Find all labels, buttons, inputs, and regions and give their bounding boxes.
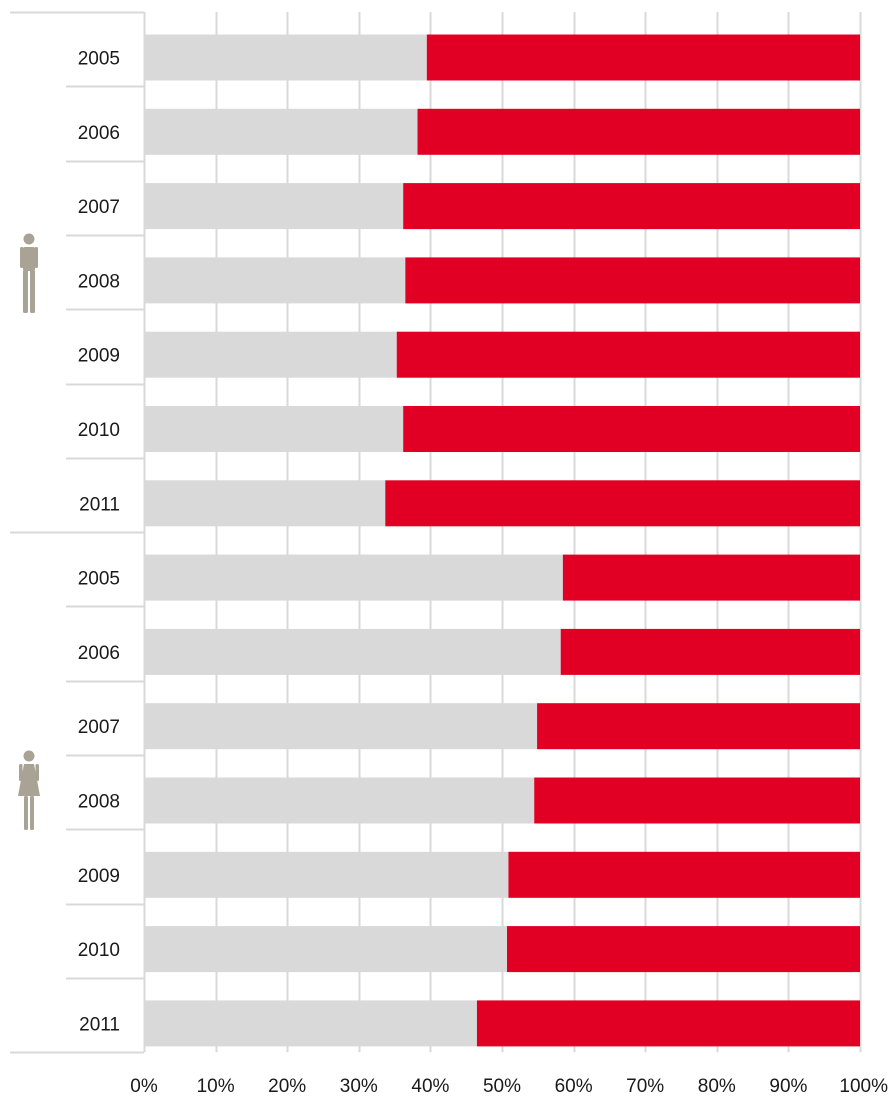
category-label: 2008 [78, 271, 120, 292]
bar-segment-grey [144, 480, 386, 527]
bar-segment-red [396, 331, 860, 378]
bar-segment-red [403, 183, 860, 230]
x-tick-label: 90% [769, 1076, 807, 1097]
bar-segment-grey [144, 1000, 477, 1047]
x-tick-label: 70% [626, 1076, 664, 1097]
category-label: 2011 [79, 494, 120, 515]
category-label: 2007 [78, 197, 120, 218]
bar-segment-grey [144, 406, 404, 452]
x-tick-label: 80% [698, 1076, 736, 1097]
category-label: 2008 [78, 792, 120, 813]
bar-segment-red [385, 480, 860, 527]
bar-segment-grey [144, 554, 563, 601]
bar-segment-grey [144, 257, 406, 304]
bar-segment-red [507, 926, 860, 973]
bars [144, 34, 860, 1047]
bar-segment-red [403, 406, 860, 452]
bar-segment-grey [144, 628, 561, 675]
category-label: 2010 [78, 940, 120, 961]
category-label: 2009 [78, 346, 120, 367]
x-tick-label: 20% [268, 1076, 306, 1097]
x-tick-label: 0% [130, 1076, 158, 1097]
category-label: 2009 [78, 866, 120, 887]
bar-segment-grey [144, 851, 509, 898]
bar-segment-red [476, 1000, 860, 1047]
bar-segment-red [508, 851, 860, 898]
man-icon [20, 233, 38, 313]
bar-segment-red [560, 628, 860, 675]
woman-icon [18, 750, 40, 830]
category-label: 2005 [78, 569, 120, 590]
x-tick-label: 60% [555, 1076, 593, 1097]
bar-segment-red [562, 554, 860, 601]
category-label: 2005 [78, 49, 120, 70]
bar-segment-red [417, 108, 860, 155]
category-label: 2010 [78, 420, 120, 441]
bar-segment-red [534, 777, 860, 824]
category-label: 2007 [78, 717, 120, 738]
bar-segment-grey [144, 926, 508, 973]
bar-segment-red [405, 257, 860, 304]
bar-segment-grey [144, 34, 427, 81]
bar-segment-red [537, 703, 860, 750]
x-axis-tick-labels: 0% 10% 20% 30% 40% 50% 60% 70% 80% 90% 100% [130, 1076, 888, 1097]
category-label: 2006 [78, 123, 120, 144]
category-label: 2006 [78, 643, 120, 664]
x-tick-label: 40% [411, 1076, 449, 1097]
x-tick-label: 10% [197, 1076, 235, 1097]
bar-segment-grey [144, 108, 418, 155]
bar-segment-grey [144, 777, 535, 824]
category-separators [10, 11, 144, 1054]
category-label: 2011 [79, 1014, 120, 1035]
bar-segment-grey [144, 183, 404, 230]
x-tick-label: 100% [839, 1076, 888, 1097]
x-tick-label: 30% [340, 1076, 378, 1097]
bar-segment-red [426, 34, 860, 81]
category-labels: 2005 2006 2007 2008 2009 2010 2011 2005 2006 2007… [78, 49, 120, 1036]
bar-segment-grey [144, 703, 538, 750]
x-tick-label: 50% [483, 1076, 521, 1097]
bar-segment-grey [144, 331, 397, 378]
